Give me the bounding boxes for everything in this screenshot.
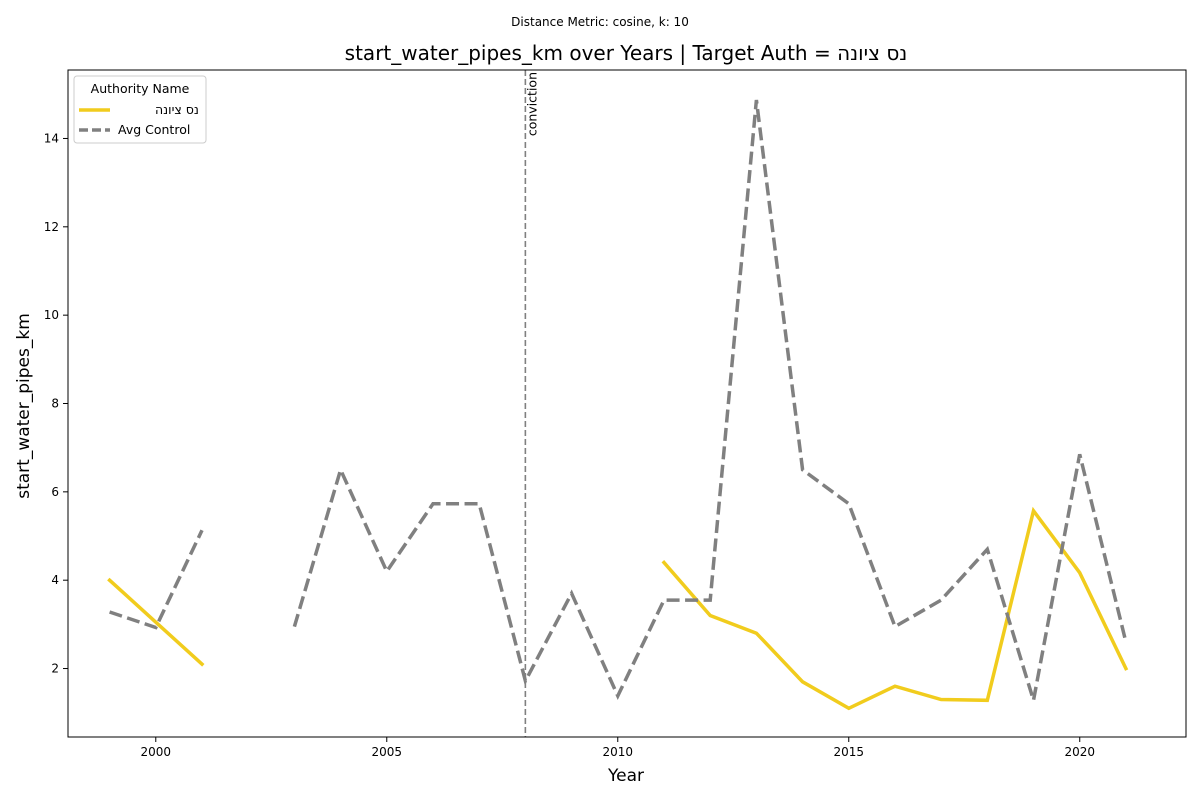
legend-title: Authority Name [91,81,190,96]
x-axis-label: Year [607,766,644,786]
legend-label-control: Avg Control [118,122,190,137]
plot-frame [67,69,1187,738]
y-tick-label: 10 [44,308,59,322]
legend: Authority Name נס ציונה Avg Control [73,75,207,144]
y-tick-label: 12 [44,220,59,234]
series-line-control [109,529,204,630]
y-tick-label: 4 [51,573,59,587]
x-tick-label: 2020 [1064,745,1095,759]
chart-title: start_water_pipes_km over Years | Target… [345,41,908,65]
series-layer [107,99,1129,711]
y-tick-label: 8 [51,397,59,411]
chart-suptitle: Distance Metric: cosine, k: 10 [511,15,689,29]
conviction-label: conviction [524,72,539,136]
legend-box [73,75,207,144]
series-line-control [292,99,1128,701]
x-tick-label: 2015 [833,745,864,759]
legend-label-target: נס ציונה [155,102,199,117]
x-tick-label: 2005 [371,745,402,759]
y-axis-label: start_water_pipes_km [14,313,34,499]
x-tick-label: 2010 [602,745,633,759]
x-tick-label: 2000 [141,745,172,759]
y-tick-label: 14 [44,131,59,145]
y-tick-label: 6 [51,485,59,499]
series-line-target [107,577,205,667]
y-axis-ticks: 2 4 6 8 10 12 14 [44,131,68,676]
series-line-target [661,506,1129,711]
x-axis-ticks: 2000 2005 2010 2015 2020 [141,737,1095,759]
annotation-layer: conviction [524,70,539,737]
y-tick-label: 2 [51,662,59,676]
